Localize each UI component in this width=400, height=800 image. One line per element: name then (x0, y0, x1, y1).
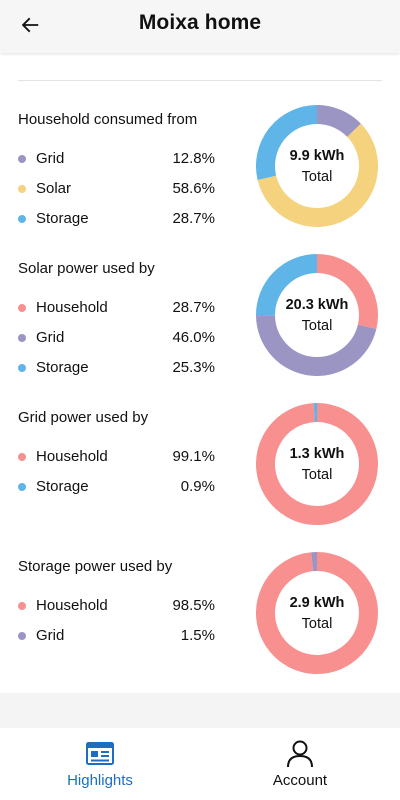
bottom-navigation: Highlights Account (0, 728, 400, 800)
donut-center: 1.3 kWh Total (256, 403, 378, 525)
legend-label: Household (36, 448, 108, 465)
legend-row-household: Household 99.1% (18, 447, 215, 469)
section-title: Household consumed from (18, 111, 198, 128)
legend-row-grid: Grid 46.0% (18, 328, 215, 350)
donut-slice-household (316, 254, 378, 330)
donut-svg (256, 105, 378, 227)
legend-value: 1.5% (180, 627, 215, 644)
donut-total-label: Total (301, 317, 333, 334)
legend-dot (18, 185, 26, 193)
nav-item-account[interactable]: Account (200, 728, 400, 800)
household-consumed-section: Household consumed from Grid 12.8% Solar… (0, 105, 400, 251)
top-app-bar: Moixa home (0, 0, 400, 53)
donut-slice-storage (256, 105, 318, 180)
legend-value: 58.6% (172, 180, 215, 197)
legend-value: 0.9% (180, 478, 215, 495)
donut-chart: 9.9 kWh Total (256, 105, 378, 227)
donut-total-label: Total (301, 168, 333, 185)
section-title: Solar power used by (18, 260, 155, 277)
donut-total-label: Total (301, 466, 333, 483)
donut-svg (256, 403, 378, 525)
legend-label: Storage (36, 359, 89, 376)
nav-label-highlights: Highlights (67, 772, 133, 789)
donut-slice-solar (257, 123, 378, 227)
donut-total-value: 1.3 kWh (289, 445, 345, 462)
legend-label: Grid (36, 150, 65, 167)
legend-dot (18, 334, 26, 342)
legend-value: 98.5% (172, 597, 215, 614)
donut-slice-grid (256, 315, 377, 376)
page-title: Moixa home (138, 11, 262, 34)
donut-center: 20.3 kWh Total (256, 254, 378, 376)
legend-dot (18, 602, 26, 610)
donut-center: 9.9 kWh Total (256, 105, 378, 227)
legend-row-grid: Grid 12.8% (18, 149, 215, 171)
grid-used-section: Grid power used by Household 99.1% Stora… (0, 403, 400, 549)
arrow-left-icon (21, 17, 39, 33)
legend-dot (18, 155, 26, 163)
highlights-icon (86, 742, 114, 765)
legend-label: Household (36, 299, 108, 316)
donut-center: 2.9 kWh Total (256, 552, 378, 674)
donut-total-value: 9.9 kWh (289, 147, 345, 164)
section-title: Grid power used by (18, 409, 149, 426)
donut-svg (256, 552, 378, 674)
legend-label: Storage (36, 478, 89, 495)
legend-row-household: Household 98.5% (18, 596, 215, 618)
storage-used-section: Storage power used by Household 98.5% Gr… (0, 552, 400, 693)
legend-dot (18, 304, 26, 312)
donut-chart: 1.3 kWh Total (256, 403, 378, 525)
donut-total-label: Total (301, 615, 333, 632)
legend-dot (18, 364, 26, 372)
highlights-content[interactable]: Household consumed from Grid 12.8% Solar… (0, 53, 400, 693)
donut-slice-storage (256, 254, 318, 317)
donut-total-value: 2.9 kWh (289, 594, 345, 611)
donut-chart: 20.3 kWh Total (256, 254, 378, 376)
top-divider (18, 80, 382, 81)
solar-used-section: Solar power used by Household 28.7% Grid… (0, 254, 400, 400)
legend-value: 12.8% (172, 150, 215, 167)
donut-slice-household (256, 403, 378, 525)
legend-row-solar: Solar 58.6% (18, 179, 215, 201)
nav-label-account: Account (272, 772, 328, 789)
back-button[interactable] (14, 9, 46, 41)
donut-total-value: 20.3 kWh (285, 296, 349, 313)
legend-value: 25.3% (172, 359, 215, 376)
donut-slice-grid (316, 105, 361, 138)
legend-value: 99.1% (172, 448, 215, 465)
legend-row-storage: Storage 28.7% (18, 209, 215, 231)
legend-value: 28.7% (172, 299, 215, 316)
legend-label: Solar (36, 180, 72, 197)
legend-dot (18, 632, 26, 640)
legend-row-grid: Grid 1.5% (18, 626, 215, 648)
account-icon (287, 740, 313, 768)
nav-item-highlights[interactable]: Highlights (0, 728, 200, 800)
legend-dot (18, 453, 26, 461)
legend-value: 28.7% (172, 210, 215, 227)
legend-dot (18, 483, 26, 491)
legend-label: Grid (36, 627, 65, 644)
legend-label: Household (36, 597, 108, 614)
donut-chart: 2.9 kWh Total (256, 552, 378, 674)
section-title: Storage power used by (18, 558, 173, 575)
legend-dot (18, 215, 26, 223)
legend-label: Storage (36, 210, 89, 227)
legend-value: 46.0% (172, 329, 215, 346)
donut-svg (256, 254, 378, 376)
legend-row-storage: Storage 25.3% (18, 358, 215, 380)
donut-slice-household (256, 552, 378, 674)
legend-row-storage: Storage 0.9% (18, 477, 215, 499)
legend-label: Grid (36, 329, 65, 346)
legend-row-household: Household 28.7% (18, 298, 215, 320)
